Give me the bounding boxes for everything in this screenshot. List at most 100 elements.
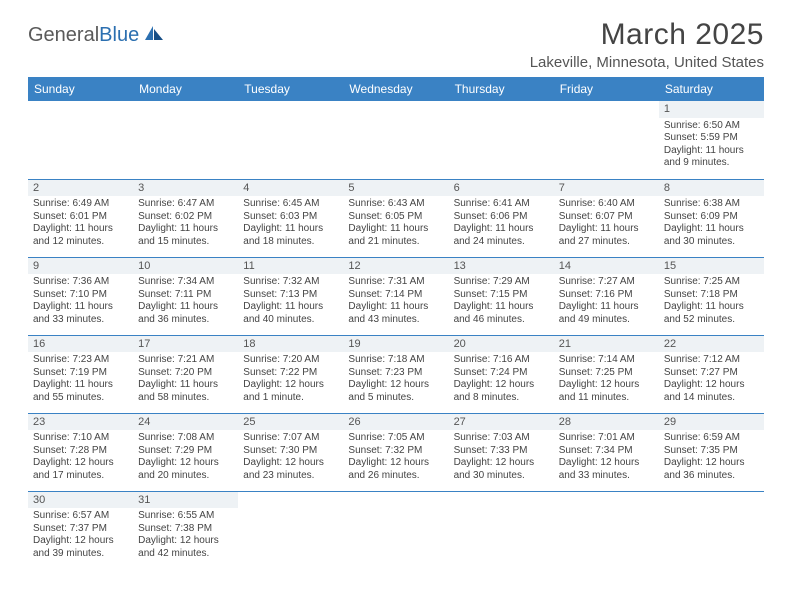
- sunrise-text: Sunrise: 7:36 AM: [33, 276, 128, 289]
- sunset-text: Sunset: 7:22 PM: [243, 367, 338, 380]
- daylight-text: Daylight: 12 hours and 33 minutes.: [559, 457, 654, 482]
- calendar-cell: 30Sunrise: 6:57 AMSunset: 7:37 PMDayligh…: [28, 491, 133, 569]
- sunrise-text: Sunrise: 7:25 AM: [664, 276, 759, 289]
- daylight-text: Daylight: 12 hours and 20 minutes.: [138, 457, 233, 482]
- sail-icon: [143, 24, 165, 47]
- daylight-text: Daylight: 12 hours and 5 minutes.: [348, 379, 443, 404]
- day-number: 23: [28, 414, 133, 431]
- calendar-cell: 21Sunrise: 7:14 AMSunset: 7:25 PMDayligh…: [554, 335, 659, 413]
- sunrise-text: Sunrise: 7:10 AM: [33, 432, 128, 445]
- sunrise-text: Sunrise: 7:12 AM: [664, 354, 759, 367]
- day-number: 21: [554, 336, 659, 353]
- calendar-cell: 27Sunrise: 7:03 AMSunset: 7:33 PMDayligh…: [449, 413, 554, 491]
- calendar-table: Sunday Monday Tuesday Wednesday Thursday…: [28, 77, 764, 569]
- day-number: 30: [28, 492, 133, 509]
- sunset-text: Sunset: 6:03 PM: [243, 211, 338, 224]
- sunset-text: Sunset: 7:35 PM: [664, 445, 759, 458]
- daylight-text: Daylight: 12 hours and 1 minute.: [243, 379, 338, 404]
- weekday-header: Friday: [554, 77, 659, 101]
- calendar-cell: 5Sunrise: 6:43 AMSunset: 6:05 PMDaylight…: [343, 179, 448, 257]
- calendar-cell: 15Sunrise: 7:25 AMSunset: 7:18 PMDayligh…: [659, 257, 764, 335]
- sunrise-text: Sunrise: 7:05 AM: [348, 432, 443, 445]
- calendar-row: 9Sunrise: 7:36 AMSunset: 7:10 PMDaylight…: [28, 257, 764, 335]
- title-block: March 2025 Lakeville, Minnesota, United …: [530, 18, 764, 71]
- logo-text: GeneralBlue: [28, 24, 139, 47]
- sunset-text: Sunset: 7:28 PM: [33, 445, 128, 458]
- weekday-header: Saturday: [659, 77, 764, 101]
- daylight-text: Daylight: 11 hours and 30 minutes.: [664, 223, 759, 248]
- day-number: 24: [133, 414, 238, 431]
- sunrise-text: Sunrise: 7:07 AM: [243, 432, 338, 445]
- day-number: 27: [449, 414, 554, 431]
- sunrise-text: Sunrise: 7:01 AM: [559, 432, 654, 445]
- daylight-text: Daylight: 11 hours and 9 minutes.: [664, 145, 759, 170]
- day-number: 18: [238, 336, 343, 353]
- sunset-text: Sunset: 7:15 PM: [454, 289, 549, 302]
- calendar-cell: 2Sunrise: 6:49 AMSunset: 6:01 PMDaylight…: [28, 179, 133, 257]
- sunrise-text: Sunrise: 6:38 AM: [664, 198, 759, 211]
- sunrise-text: Sunrise: 6:40 AM: [559, 198, 654, 211]
- day-number: 20: [449, 336, 554, 353]
- sunrise-text: Sunrise: 6:57 AM: [33, 510, 128, 523]
- daylight-text: Daylight: 12 hours and 26 minutes.: [348, 457, 443, 482]
- daylight-text: Daylight: 12 hours and 17 minutes.: [33, 457, 128, 482]
- calendar-cell: [343, 101, 448, 179]
- day-number: 8: [659, 180, 764, 197]
- sunset-text: Sunset: 7:37 PM: [33, 523, 128, 536]
- calendar-cell: 13Sunrise: 7:29 AMSunset: 7:15 PMDayligh…: [449, 257, 554, 335]
- daylight-text: Daylight: 12 hours and 23 minutes.: [243, 457, 338, 482]
- calendar-cell: [238, 491, 343, 569]
- calendar-cell: 3Sunrise: 6:47 AMSunset: 6:02 PMDaylight…: [133, 179, 238, 257]
- sunrise-text: Sunrise: 7:27 AM: [559, 276, 654, 289]
- location: Lakeville, Minnesota, United States: [530, 54, 764, 71]
- sunset-text: Sunset: 7:25 PM: [559, 367, 654, 380]
- sunrise-text: Sunrise: 7:34 AM: [138, 276, 233, 289]
- calendar-cell: 31Sunrise: 6:55 AMSunset: 7:38 PMDayligh…: [133, 491, 238, 569]
- daylight-text: Daylight: 12 hours and 14 minutes.: [664, 379, 759, 404]
- calendar-cell: 8Sunrise: 6:38 AMSunset: 6:09 PMDaylight…: [659, 179, 764, 257]
- sunset-text: Sunset: 6:09 PM: [664, 211, 759, 224]
- sunrise-text: Sunrise: 6:43 AM: [348, 198, 443, 211]
- daylight-text: Daylight: 12 hours and 8 minutes.: [454, 379, 549, 404]
- sunset-text: Sunset: 6:05 PM: [348, 211, 443, 224]
- calendar-cell: 18Sunrise: 7:20 AMSunset: 7:22 PMDayligh…: [238, 335, 343, 413]
- sunrise-text: Sunrise: 7:16 AM: [454, 354, 549, 367]
- daylight-text: Daylight: 11 hours and 33 minutes.: [33, 301, 128, 326]
- sunrise-text: Sunrise: 6:59 AM: [664, 432, 759, 445]
- day-number: 19: [343, 336, 448, 353]
- sunset-text: Sunset: 6:02 PM: [138, 211, 233, 224]
- sunset-text: Sunset: 7:27 PM: [664, 367, 759, 380]
- sunrise-text: Sunrise: 6:45 AM: [243, 198, 338, 211]
- sunset-text: Sunset: 7:23 PM: [348, 367, 443, 380]
- sunset-text: Sunset: 7:19 PM: [33, 367, 128, 380]
- sunset-text: Sunset: 6:01 PM: [33, 211, 128, 224]
- calendar-cell: 10Sunrise: 7:34 AMSunset: 7:11 PMDayligh…: [133, 257, 238, 335]
- day-number: 12: [343, 258, 448, 275]
- daylight-text: Daylight: 11 hours and 24 minutes.: [454, 223, 549, 248]
- calendar-cell: 24Sunrise: 7:08 AMSunset: 7:29 PMDayligh…: [133, 413, 238, 491]
- weekday-header: Monday: [133, 77, 238, 101]
- day-number: 26: [343, 414, 448, 431]
- day-number: 2: [28, 180, 133, 197]
- sunrise-text: Sunrise: 6:49 AM: [33, 198, 128, 211]
- calendar-cell: [28, 101, 133, 179]
- calendar-cell: 29Sunrise: 6:59 AMSunset: 7:35 PMDayligh…: [659, 413, 764, 491]
- daylight-text: Daylight: 12 hours and 42 minutes.: [138, 535, 233, 560]
- sunrise-text: Sunrise: 7:32 AM: [243, 276, 338, 289]
- header: GeneralBlue March 2025 Lakeville, Minnes…: [28, 18, 764, 71]
- logo-word1: General: [28, 24, 99, 46]
- calendar-cell: 16Sunrise: 7:23 AMSunset: 7:19 PMDayligh…: [28, 335, 133, 413]
- day-number: 3: [133, 180, 238, 197]
- sunset-text: Sunset: 7:10 PM: [33, 289, 128, 302]
- sunrise-text: Sunrise: 6:47 AM: [138, 198, 233, 211]
- calendar-cell: 9Sunrise: 7:36 AMSunset: 7:10 PMDaylight…: [28, 257, 133, 335]
- calendar-cell: 12Sunrise: 7:31 AMSunset: 7:14 PMDayligh…: [343, 257, 448, 335]
- day-number: 1: [659, 101, 764, 118]
- daylight-text: Daylight: 11 hours and 12 minutes.: [33, 223, 128, 248]
- daylight-text: Daylight: 11 hours and 46 minutes.: [454, 301, 549, 326]
- daylight-text: Daylight: 11 hours and 36 minutes.: [138, 301, 233, 326]
- sunset-text: Sunset: 5:59 PM: [664, 132, 759, 145]
- sunset-text: Sunset: 7:29 PM: [138, 445, 233, 458]
- sunset-text: Sunset: 7:20 PM: [138, 367, 233, 380]
- sunset-text: Sunset: 7:30 PM: [243, 445, 338, 458]
